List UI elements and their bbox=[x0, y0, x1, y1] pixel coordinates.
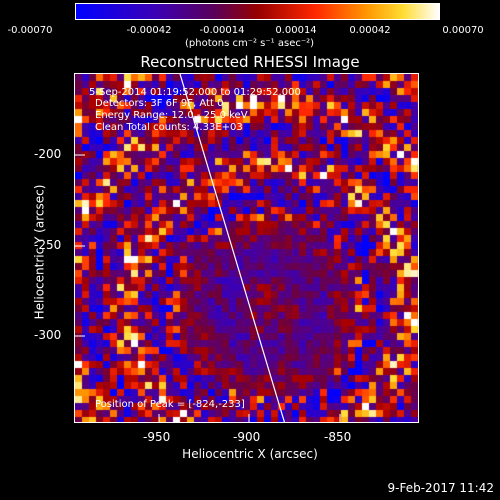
colorbar-tick: 0.00042 bbox=[349, 25, 391, 36]
colorbar-units: (photons cm⁻² s⁻¹ asec⁻²) bbox=[185, 38, 315, 49]
colorbar-tick: -0.00070 bbox=[7, 25, 53, 36]
colorbar-tick: -0.00042 bbox=[126, 25, 172, 36]
colorbar-tick: 0.00014 bbox=[275, 25, 317, 36]
y-tick-label: -300 bbox=[34, 328, 62, 342]
footer-timestamp: 9-Feb-2017 11:42 bbox=[387, 481, 494, 495]
info-energy: Energy Range: 12.0 - 25.0 keV bbox=[95, 110, 248, 121]
tick-marks bbox=[75, 154, 341, 422]
info-date: 5-Sep-2014 01:19:52.000 to 01:29:52.000 bbox=[89, 87, 301, 98]
peak-position: Position of Peak = [-824,-233] bbox=[95, 399, 245, 410]
rhessi-image: 5-Sep-2014 01:19:52.000 to 01:29:52.000 … bbox=[74, 73, 419, 423]
limb-line bbox=[179, 74, 286, 422]
x-tick-label: -950 bbox=[143, 430, 171, 444]
colorbar-gradient bbox=[76, 4, 439, 19]
x-axis-label: Heliocentric X (arcsec) bbox=[182, 447, 318, 461]
y-tick-label: -250 bbox=[34, 238, 62, 252]
info-detectors: Detectors: 3F 6F 9F, Att 0 bbox=[95, 98, 224, 109]
info-counts: Clean Total counts: 4.33E+03 bbox=[95, 122, 243, 133]
image-canvas bbox=[75, 74, 418, 422]
image-title: Reconstructed RHESSI Image bbox=[140, 53, 360, 71]
colorbar-tick: -0.00014 bbox=[199, 25, 245, 36]
y-axis-label: Heliocentric Y (arcsec) bbox=[32, 184, 47, 320]
colorbar bbox=[75, 3, 440, 20]
x-tick-label: -900 bbox=[233, 430, 261, 444]
colorbar-tick: 0.00070 bbox=[442, 25, 484, 36]
x-tick-label: -850 bbox=[324, 430, 352, 444]
y-tick-label: -200 bbox=[34, 147, 62, 161]
